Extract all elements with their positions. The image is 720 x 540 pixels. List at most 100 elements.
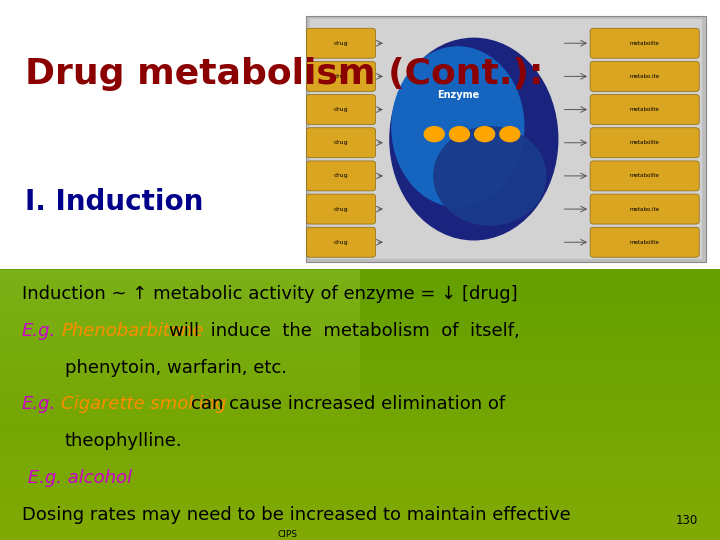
Text: Phenobarbitone: Phenobarbitone [61,322,204,340]
Text: metabolite: metabolite [630,40,660,46]
Bar [0,478,720,483]
Bar [0,428,720,432]
Bar [0,316,720,321]
FancyBboxPatch shape [590,128,699,158]
Bar [0,427,360,432]
Bar [0,302,720,307]
Bar [0,397,720,402]
Bar [0,525,720,530]
Bar [0,405,360,410]
FancyBboxPatch shape [307,227,376,257]
Text: drug: drug [333,240,348,245]
Bar [0,495,720,500]
Circle shape [500,127,520,141]
Bar [0,323,720,327]
Bar [0,340,360,346]
Text: CIPS: CIPS [277,530,297,539]
Bar [0,390,720,395]
FancyBboxPatch shape [307,161,376,191]
Text: Enzyme: Enzyme [437,90,479,100]
Text: metabolite: metabolite [630,107,660,112]
Bar [0,329,360,335]
FancyBboxPatch shape [590,161,699,191]
Bar [0,394,360,400]
Bar [0,414,720,418]
Bar [0,383,720,388]
FancyBboxPatch shape [307,62,376,91]
Bar [0,313,720,317]
Ellipse shape [434,127,546,225]
Bar [0,378,360,383]
Bar [0,346,360,351]
Text: drug: drug [333,207,348,212]
Bar [0,410,360,416]
Bar [0,324,360,329]
Text: metabolite: metabolite [630,140,660,145]
Bar [0,437,720,442]
Bar [0,498,720,503]
Text: drug: drug [333,40,348,46]
Bar [0,356,360,362]
FancyBboxPatch shape [307,128,376,158]
Bar [0,343,720,348]
Bar [0,400,360,405]
Bar [0,410,720,415]
FancyBboxPatch shape [307,28,376,58]
Bar [0,471,720,476]
Bar [0,302,360,308]
Bar [0,296,720,300]
Bar [0,279,720,284]
Text: Cigarette smoking: Cigarette smoking [61,395,227,414]
Bar [0,313,360,319]
FancyBboxPatch shape [590,227,699,257]
Bar [0,485,720,489]
FancyBboxPatch shape [307,94,376,125]
Bar [0,461,720,465]
Bar [0,394,720,399]
FancyBboxPatch shape [307,194,376,224]
Bar [0,444,720,449]
Circle shape [449,127,469,141]
Bar [0,455,720,459]
Text: drug: drug [333,107,348,112]
Bar [0,292,360,297]
Bar [0,464,720,469]
Bar [0,282,720,287]
Bar [0,532,720,537]
Bar [0,431,720,435]
Bar [0,309,720,314]
FancyBboxPatch shape [590,28,699,58]
Bar [0,281,360,286]
Bar [0,270,360,275]
Bar [0,482,720,486]
Bar [0,319,360,324]
Text: drug: drug [333,74,348,79]
Bar [0,286,360,292]
Bar [0,518,720,523]
Bar [0,441,720,445]
Bar [306,16,706,262]
Bar [0,329,720,334]
Circle shape [474,127,495,141]
Bar [0,286,720,291]
Bar [0,387,720,392]
Bar [0,505,720,510]
Bar [0,272,720,276]
Bar [0,515,720,519]
Bar [0,529,720,533]
Bar [0,306,720,310]
Bar [0,293,720,297]
Text: drug: drug [333,173,348,178]
Bar [0,404,720,408]
Bar [0,509,720,513]
Bar [0,421,720,426]
Bar [0,357,720,361]
Bar [0,360,720,364]
FancyBboxPatch shape [590,194,699,224]
Bar [0,491,720,496]
Bar [0,458,720,462]
Bar [310,19,702,259]
Text: drug: drug [333,140,348,145]
Bar [0,353,720,357]
Text: metabo.ite: metabo.ite [630,207,660,212]
